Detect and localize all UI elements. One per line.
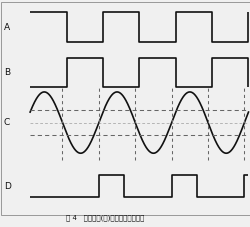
Text: D: D	[4, 182, 10, 191]
Text: A: A	[4, 23, 10, 32]
Text: 图 4   模数移相(二)各点理想工作波形: 图 4 模数移相(二)各点理想工作波形	[66, 215, 144, 221]
Text: B: B	[4, 68, 10, 77]
Text: C: C	[4, 118, 10, 127]
